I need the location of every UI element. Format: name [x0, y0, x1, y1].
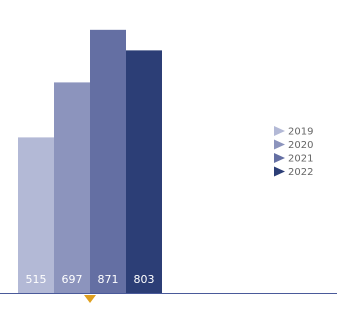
legend: 2019 2020 2021 2022 — [274, 126, 313, 178]
legend-label-2021: 2021 — [288, 154, 313, 165]
bar-2022 — [126, 50, 162, 293]
legend-marker-2020 — [274, 139, 285, 150]
bar-2020 — [54, 82, 90, 293]
value-label-2022: 803 — [134, 273, 155, 286]
bar-2021 — [90, 29, 126, 294]
legend-label-2022: 2022 — [288, 167, 313, 178]
bar-2019 — [18, 137, 54, 293]
legend-marker-2019 — [274, 126, 285, 136]
value-label-2019: 515 — [26, 273, 47, 286]
value-label-2021: 871 — [98, 273, 119, 286]
legend-marker-2021 — [274, 153, 285, 163]
axis-marker-icon — [84, 295, 96, 303]
legend-marker-2022 — [274, 166, 285, 177]
legend-label-2019: 2019 — [288, 127, 313, 138]
value-labels: 515 697 871 803 — [26, 273, 155, 286]
bars — [18, 29, 162, 294]
value-label-2020: 697 — [62, 273, 83, 286]
legend-label-2020: 2020 — [288, 140, 313, 151]
